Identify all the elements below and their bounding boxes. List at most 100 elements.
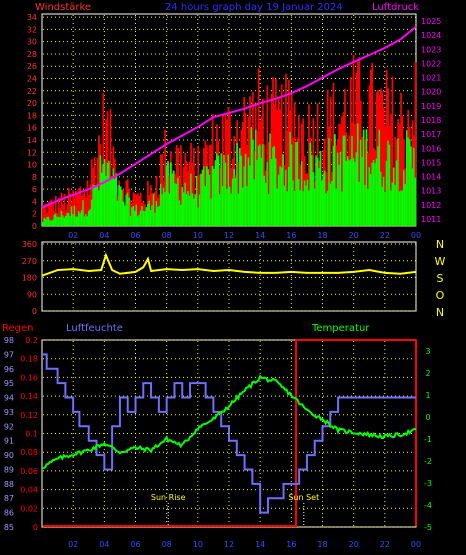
wind-avg-bar	[111, 177, 113, 226]
wind-avg-bar	[374, 163, 377, 226]
wind-avg-bar	[401, 190, 404, 226]
wind-gust-bar	[293, 103, 296, 226]
wind-avg-bar	[67, 213, 70, 226]
wind-x-tick-label: 14	[255, 231, 265, 240]
wind-avg-bar	[118, 185, 120, 226]
climate-x-tick-label: 00	[411, 540, 421, 549]
wind-avg-bar	[329, 183, 332, 226]
wind-avg-bar	[217, 155, 220, 226]
wind-gust-bar	[72, 190, 74, 226]
wind-y-tick-label: 24	[27, 75, 37, 84]
wind-avg-bar	[323, 170, 326, 226]
wind-avg-bar	[289, 131, 292, 226]
pressure-y-tick-label: 1015	[421, 158, 441, 167]
humidity-title: Luftfeuchte	[66, 323, 123, 334]
wind-avg-bar	[126, 192, 129, 226]
wind-avg-bar	[239, 148, 241, 226]
wind-avg-bar	[253, 179, 256, 226]
pressure-y-tick-label: 1012	[421, 201, 441, 210]
humidity-y-tick-label: 88	[4, 480, 14, 489]
pressure-y-tick-label: 1019	[421, 102, 441, 111]
right-title: Luftdruck	[372, 2, 419, 13]
humidity-y-tick-label: 94	[4, 394, 14, 403]
wind-avg-bar	[267, 193, 270, 226]
wind-avg-bar	[158, 205, 161, 226]
wind-avg-bar	[260, 157, 263, 226]
wind-gust-bar	[275, 79, 277, 226]
wind-gust-bar	[380, 88, 382, 226]
wind-avg-bar	[295, 142, 297, 226]
wind-gust-bar	[138, 196, 141, 226]
wind-avg-bar	[309, 142, 312, 226]
wind-avg-bar	[244, 153, 247, 226]
wind-avg-bar	[57, 217, 60, 226]
wind-avg-bar	[218, 194, 221, 226]
wind-avg-bar	[223, 154, 225, 226]
wind-gust-bar	[401, 115, 404, 226]
wind-avg-bar	[282, 154, 284, 226]
wind-avg-bar	[132, 206, 135, 226]
wind-avg-bar	[241, 187, 244, 226]
wind-avg-bar	[200, 173, 202, 226]
wind-avg-bar	[106, 163, 109, 226]
wind-avg-bar	[135, 204, 138, 226]
wind-y-tick-label: 2	[32, 210, 37, 219]
wind-avg-bar	[321, 180, 323, 226]
wind-avg-bar	[277, 174, 280, 226]
wind-avg-bar	[76, 216, 79, 226]
wind-avg-bar	[115, 173, 118, 226]
wind-avg-bar	[198, 194, 201, 226]
wind-gust-bar	[67, 188, 70, 226]
wind-x-tick-label: 08	[162, 231, 172, 240]
wind-gust-bar	[147, 181, 149, 226]
wind-avg-bar	[390, 190, 392, 226]
wind-avg-bar	[62, 215, 64, 226]
wind-avg-bar	[154, 212, 156, 226]
wind-gust-bar	[83, 192, 86, 226]
direction-y-tick-label: 90	[27, 290, 37, 299]
wind-avg-bar	[407, 137, 410, 226]
wind-y-tick-label: 8	[32, 173, 37, 182]
pressure-line	[41, 25, 417, 209]
wind-avg-bar	[371, 162, 374, 226]
wind-avg-bar	[73, 205, 76, 226]
wind-avg-bar	[85, 214, 87, 226]
wind-avg-bar	[161, 194, 164, 226]
wind-avg-bar	[213, 168, 215, 226]
wind-x-tick-label: 10	[193, 231, 203, 240]
climate-x-tick-label: 20	[349, 540, 359, 549]
wind-avg-bar	[384, 192, 387, 226]
humidity-y-tick-label: 93	[4, 408, 14, 417]
wind-avg-bar	[381, 186, 384, 226]
wind-avg-bar	[116, 200, 119, 226]
humidity-y-tick-label: 98	[4, 336, 14, 345]
wind-avg-bar	[151, 205, 154, 226]
wind-avg-bar	[254, 129, 257, 226]
wind-x-tick-label: 02	[68, 231, 78, 240]
humidity-y-tick-label: 97	[4, 350, 14, 359]
wind-y-tick-label: 20	[27, 99, 37, 108]
wind-x-tick-label: 06	[130, 231, 140, 240]
wind-gust-bar	[390, 113, 392, 226]
wind-gust-bar	[391, 76, 394, 227]
wind-avg-bar	[410, 146, 412, 226]
wind-avg-bar	[240, 155, 243, 226]
wind-gust-bar	[241, 122, 244, 226]
wind-avg-bar	[341, 191, 343, 226]
wind-gust-bar	[63, 193, 66, 226]
wind-gust-bar	[229, 111, 231, 226]
pressure-y-tick-label: 1011	[421, 215, 441, 224]
wind-avg-bar	[224, 162, 227, 226]
wind-x-tick-label: 12	[224, 231, 234, 240]
wind-avg-bar	[378, 129, 381, 226]
wind-avg-bar	[90, 199, 93, 226]
wind-avg-bar	[203, 166, 205, 226]
direction-line	[41, 252, 417, 277]
wind-gust-bar	[221, 114, 224, 226]
wind-avg-bar	[197, 207, 200, 226]
wind-avg-bar	[204, 185, 207, 226]
wind-avg-bar	[162, 187, 165, 226]
wind-avg-bar	[306, 179, 309, 226]
wind-avg-bar	[46, 217, 49, 226]
wind-avg-bar	[59, 216, 61, 226]
